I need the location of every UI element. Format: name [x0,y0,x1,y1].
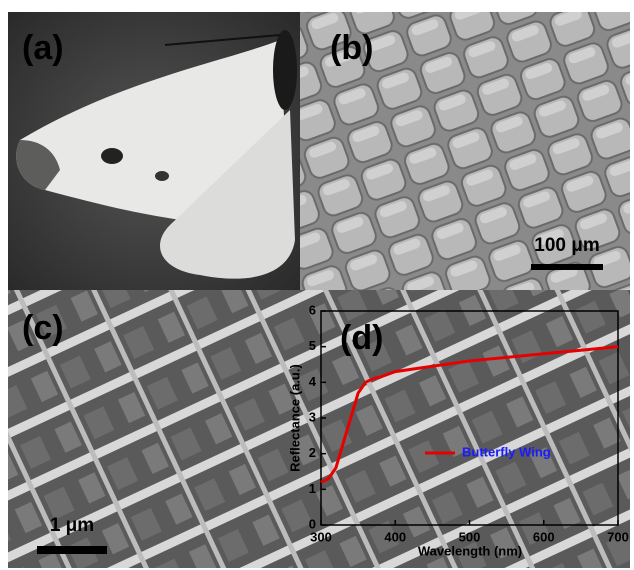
body [273,30,297,110]
x-tick-label: 600 [533,529,555,544]
scale-bar-label: 1 μm [50,515,94,536]
spot [101,148,123,164]
panel-label: (d) [340,319,383,357]
x-tick-label: 500 [459,529,481,544]
x-tick-label: 300 [310,529,332,544]
figure: (a) (b) 100 μm (c) 1 μm (d) Wavelength (… [0,0,634,570]
y-tick-label: 0 [309,516,316,531]
x-axis-label: Wavelength (nm) [418,543,522,558]
scale-bar-label: 100 μm [534,235,600,256]
legend-label: Butterfly Wing [462,444,551,459]
scale-bar [37,546,107,554]
panel-label: (b) [330,29,373,67]
y-tick-label: 2 [309,445,316,460]
y-tick-label: 1 [309,481,316,496]
y-tick-label: 5 [309,338,316,353]
panel-label: (a) [22,29,64,67]
y-tick-label: 3 [309,409,316,424]
y-tick-label: 4 [309,374,317,389]
y-axis-label: Reflectance (a.u.) [287,364,302,472]
y-tick-label: 6 [309,302,316,317]
scale-bar [531,264,603,270]
panel-label: (c) [22,309,64,347]
x-tick-label: 400 [384,529,406,544]
x-tick-label: 700 [607,529,629,544]
spot [155,171,169,181]
sem-c [8,290,630,568]
